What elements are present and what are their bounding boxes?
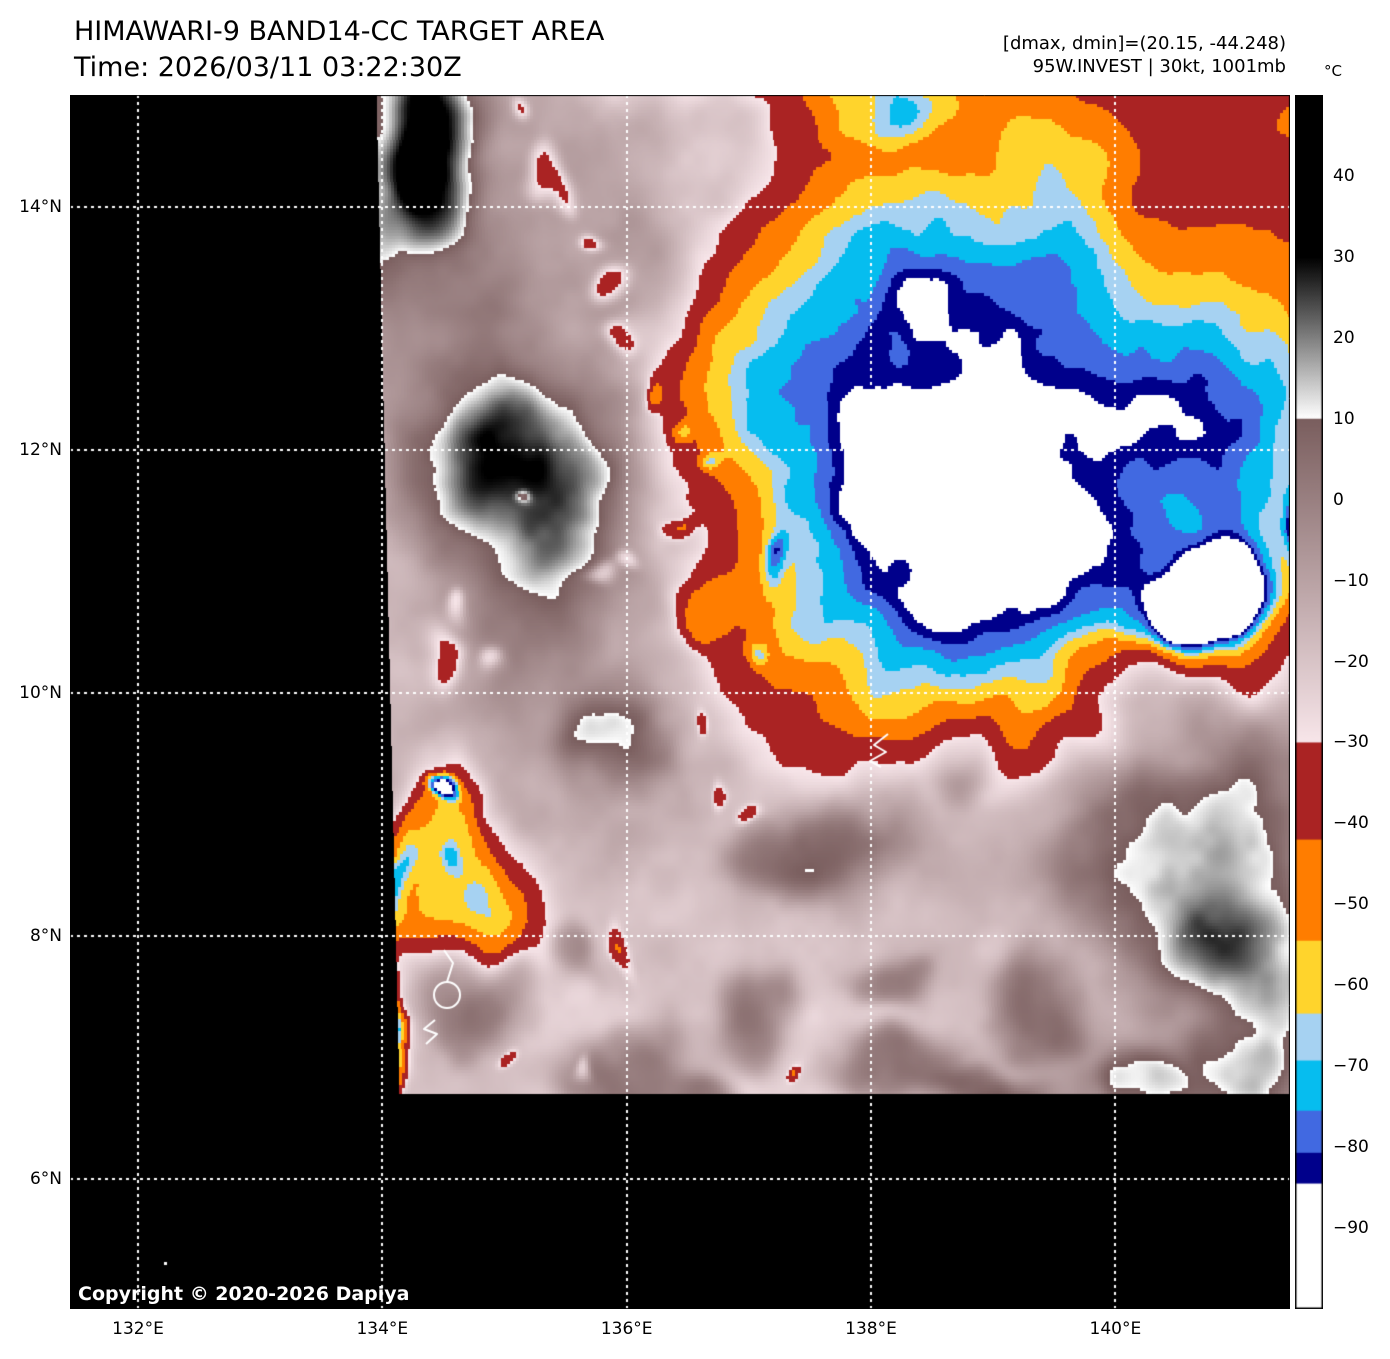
storm-info-block: [dmax, dmin]=(20.15, -44.248) 95W.INVEST… bbox=[1003, 32, 1286, 78]
timestamp: Time: 2026/03/11 03:22:30Z bbox=[74, 52, 462, 83]
lat-tick-label: 12°N bbox=[19, 440, 62, 460]
lon-tick-label: 136°E bbox=[600, 1319, 653, 1339]
colorbar-tick-label: 20 bbox=[1333, 327, 1355, 348]
colorbar-canvas bbox=[1295, 95, 1323, 1309]
lon-tick-label: 140°E bbox=[1089, 1319, 1142, 1339]
colorbar-tick-label: −90 bbox=[1333, 1218, 1369, 1239]
lat-tick-label: 8°N bbox=[29, 926, 62, 946]
dmax-dmin-readout: [dmax, dmin]=(20.15, -44.248) bbox=[1002, 33, 1286, 54]
colorbar-tick-label: −80 bbox=[1333, 1137, 1369, 1158]
lon-tick-label: 132°E bbox=[112, 1319, 164, 1339]
colorbar-tick-label: 40 bbox=[1333, 165, 1355, 186]
colorbar-tick-label: −70 bbox=[1333, 1056, 1369, 1077]
copyright-text: Copyright © 2020-2026 Dapiya bbox=[78, 1283, 410, 1305]
page-title: HIMAWARI-9 BAND14-CC TARGET AREA bbox=[74, 16, 605, 47]
colorbar-unit-label: °C bbox=[1324, 62, 1342, 80]
colorbar-tick-label: 10 bbox=[1333, 408, 1355, 429]
invest-intensity-readout: 95W.INVEST | 30kt, 1001mb bbox=[1032, 56, 1286, 77]
colorbar-tick-label: −30 bbox=[1333, 732, 1369, 753]
colorbar-tick-label: 0 bbox=[1333, 489, 1344, 510]
lon-tick-label: 134°E bbox=[356, 1319, 409, 1339]
satellite-map-canvas bbox=[70, 95, 1290, 1309]
colorbar-tick-label: −50 bbox=[1333, 894, 1369, 915]
colorbar-tick-label: −60 bbox=[1333, 975, 1369, 996]
colorbar-tick-label: −20 bbox=[1333, 651, 1369, 672]
lon-tick-label: 138°E bbox=[845, 1319, 897, 1339]
lat-tick-label: 6°N bbox=[29, 1169, 62, 1189]
colorbar-tick-label: 30 bbox=[1333, 246, 1355, 267]
colorbar-tick-label: −40 bbox=[1333, 813, 1369, 834]
colorbar-tick-label: −10 bbox=[1333, 570, 1369, 591]
lat-tick-label: 14°N bbox=[19, 197, 62, 217]
lat-tick-label: 10°N bbox=[19, 683, 62, 703]
